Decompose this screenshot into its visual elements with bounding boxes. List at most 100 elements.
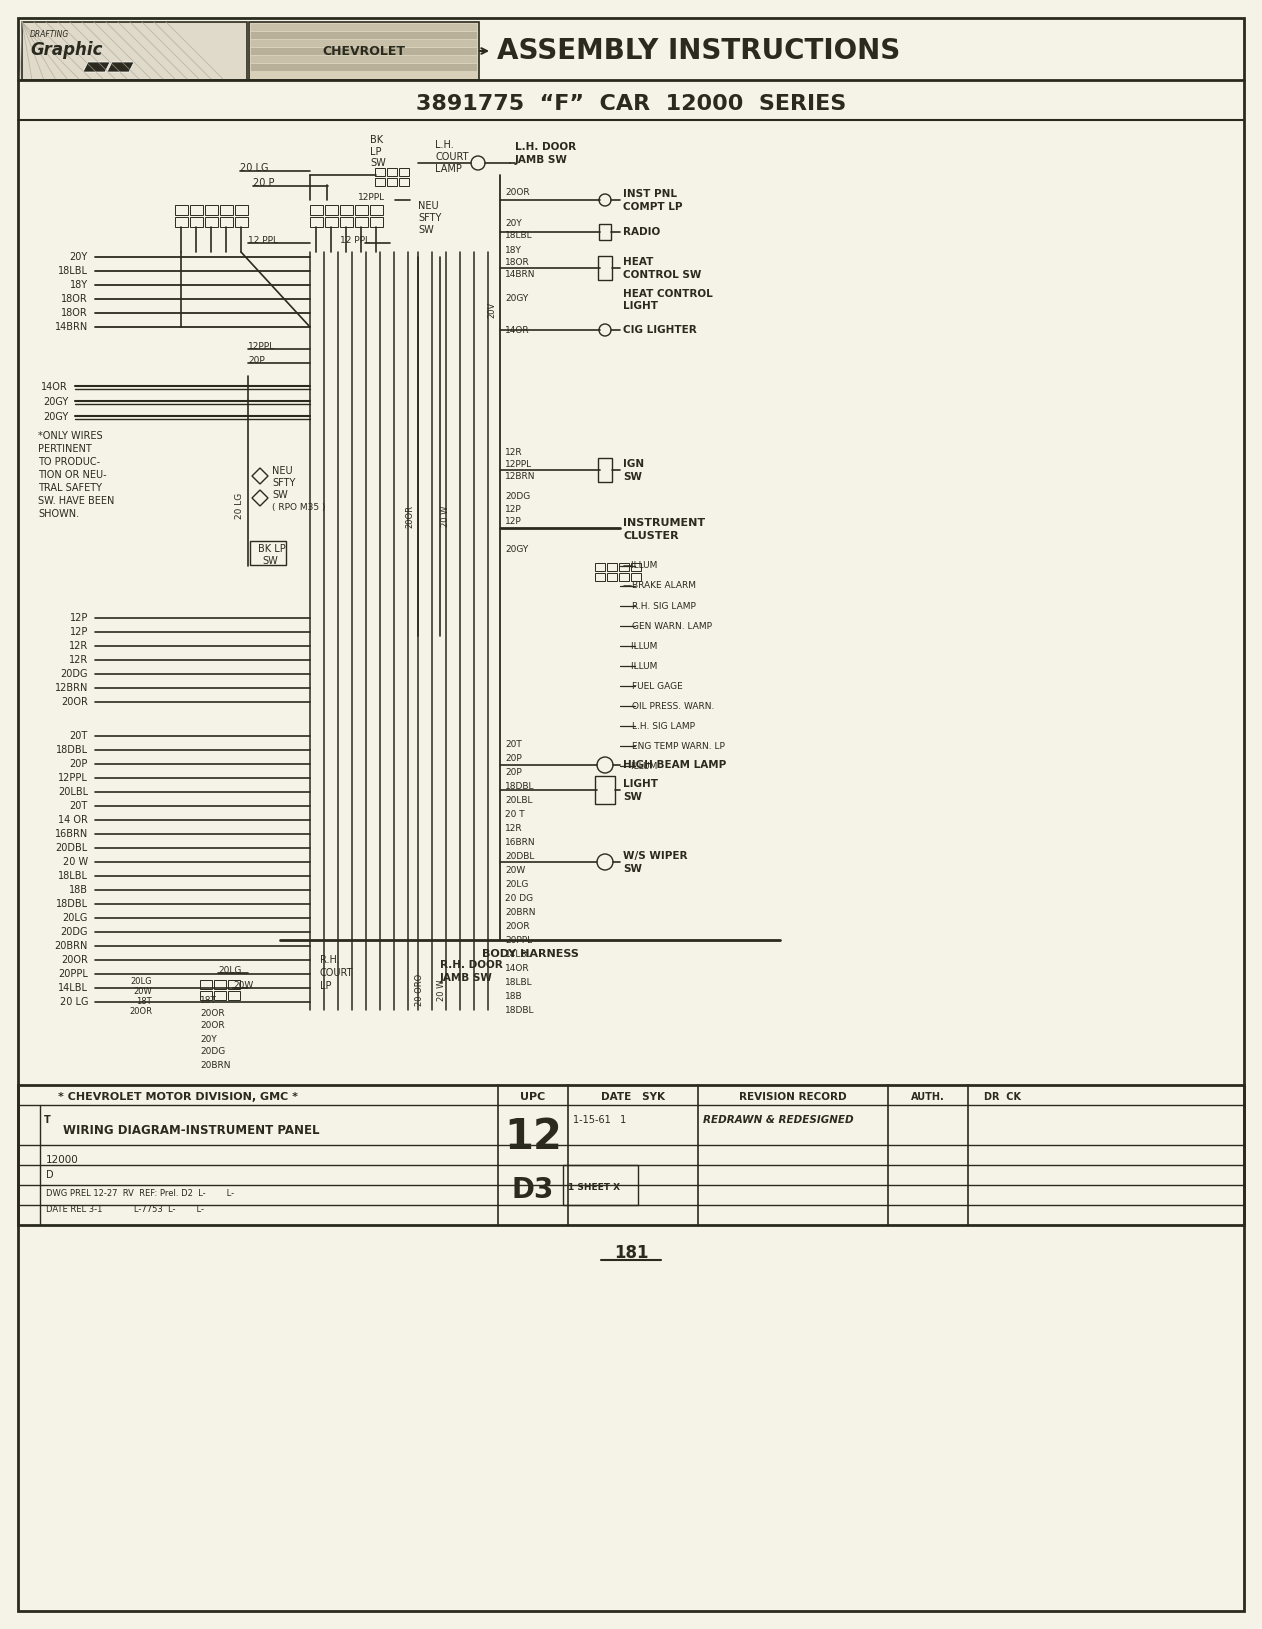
Text: 12BRN: 12BRN xyxy=(505,471,535,481)
Text: 20DG: 20DG xyxy=(61,670,88,679)
Text: 20GY: 20GY xyxy=(505,546,529,554)
Text: 12PPL: 12PPL xyxy=(505,459,533,469)
Text: 12000: 12000 xyxy=(45,1155,78,1165)
Text: JAMB SW: JAMB SW xyxy=(440,973,493,982)
Text: 20W: 20W xyxy=(505,865,525,875)
Text: 20OR: 20OR xyxy=(505,922,530,930)
Text: SFTY: SFTY xyxy=(273,477,295,489)
Text: 20Y: 20Y xyxy=(199,1034,217,1044)
Text: W/S WIPER: W/S WIPER xyxy=(623,850,688,862)
Text: HEAT CONTROL: HEAT CONTROL xyxy=(623,288,713,300)
Bar xyxy=(199,990,212,1000)
Bar xyxy=(251,41,477,47)
Text: SW: SW xyxy=(623,792,642,801)
Text: 20 T: 20 T xyxy=(505,810,525,818)
Bar xyxy=(215,981,226,989)
Text: 20 W: 20 W xyxy=(440,505,449,526)
Bar xyxy=(618,564,628,572)
Bar xyxy=(228,990,240,1000)
Text: NEU: NEU xyxy=(418,200,439,212)
Bar xyxy=(175,217,188,226)
Text: DATE   SYK: DATE SYK xyxy=(601,1091,665,1101)
Text: 12PPL: 12PPL xyxy=(249,342,275,350)
Text: WIRING DIAGRAM-INSTRUMENT PANEL: WIRING DIAGRAM-INSTRUMENT PANEL xyxy=(63,1124,319,1137)
Text: 20DG: 20DG xyxy=(199,1047,225,1057)
Text: 20OR: 20OR xyxy=(129,1007,151,1015)
Text: INST PNL: INST PNL xyxy=(623,189,676,199)
Text: SFTY: SFTY xyxy=(418,213,442,223)
Text: DR  CK: DR CK xyxy=(984,1091,1021,1101)
Text: 12 PPL: 12 PPL xyxy=(339,236,370,244)
Bar xyxy=(594,775,615,805)
Text: —ILLUM: —ILLUM xyxy=(623,562,659,570)
Text: AUTH.: AUTH. xyxy=(911,1091,945,1101)
Text: 18OR: 18OR xyxy=(62,308,88,318)
Text: BK: BK xyxy=(370,135,384,145)
Text: SW: SW xyxy=(262,555,278,565)
Text: D: D xyxy=(45,1170,53,1179)
Text: 20LG: 20LG xyxy=(218,966,241,974)
Text: R.H.: R.H. xyxy=(321,955,339,964)
Text: PERTINENT: PERTINENT xyxy=(38,445,92,454)
Text: 14BRN: 14BRN xyxy=(54,323,88,332)
Text: 20T: 20T xyxy=(505,740,521,748)
Text: 20LBL: 20LBL xyxy=(58,787,88,797)
Text: 20DG: 20DG xyxy=(505,492,530,500)
Text: TION OR NEU-: TION OR NEU- xyxy=(38,471,106,481)
Text: R.H. DOOR: R.H. DOOR xyxy=(440,959,502,969)
Text: LP: LP xyxy=(370,147,381,156)
Text: SW: SW xyxy=(623,472,642,482)
Text: DATE REL 3-1            L-7753  L-        L-: DATE REL 3-1 L-7753 L- L- xyxy=(45,1205,204,1215)
Text: DWG PREL 12-27  RV  REF: Prel. D2  L-        L-: DWG PREL 12-27 RV REF: Prel. D2 L- L- xyxy=(45,1189,235,1197)
Text: 12BRN: 12BRN xyxy=(54,683,88,692)
Text: Graphic: Graphic xyxy=(30,41,102,59)
Text: —ILLUM: —ILLUM xyxy=(623,661,659,671)
Bar xyxy=(220,217,233,226)
Text: 20PPL: 20PPL xyxy=(505,935,533,945)
Bar xyxy=(250,541,286,565)
Bar xyxy=(251,55,477,64)
Text: 20GY: 20GY xyxy=(43,412,68,422)
Text: SW: SW xyxy=(623,863,642,875)
Bar xyxy=(370,217,382,226)
Text: SHOWN.: SHOWN. xyxy=(38,508,80,520)
Text: 18OR: 18OR xyxy=(62,293,88,305)
Text: LIGHT: LIGHT xyxy=(623,301,658,311)
Text: —ENG TEMP WARN. LP: —ENG TEMP WARN. LP xyxy=(623,741,724,751)
Bar xyxy=(204,205,218,215)
Bar xyxy=(235,205,249,215)
Bar xyxy=(370,205,382,215)
Text: 12P: 12P xyxy=(69,613,88,622)
Text: 20 P: 20 P xyxy=(252,178,275,187)
Bar xyxy=(594,573,604,582)
Text: 20DG: 20DG xyxy=(61,927,88,937)
Text: 14OR: 14OR xyxy=(505,326,530,334)
Bar xyxy=(251,47,477,55)
Text: 20T: 20T xyxy=(69,801,88,811)
Bar xyxy=(18,1085,1244,1225)
Text: 18Y: 18Y xyxy=(505,246,522,254)
Text: 1-15-61   1: 1-15-61 1 xyxy=(573,1114,626,1126)
Bar xyxy=(21,23,247,80)
Text: 20 LG: 20 LG xyxy=(240,163,269,173)
Text: 181: 181 xyxy=(613,1245,649,1262)
Text: 20Y: 20Y xyxy=(69,252,88,262)
Text: 12 PPL: 12 PPL xyxy=(249,236,278,244)
Text: IGN: IGN xyxy=(623,459,644,469)
Text: 12R: 12R xyxy=(68,655,88,665)
Text: 20LBL: 20LBL xyxy=(505,795,533,805)
Text: 18LBL: 18LBL xyxy=(505,977,533,987)
Bar xyxy=(249,23,480,80)
Text: 20OR: 20OR xyxy=(199,1008,225,1018)
Text: CLUSTER: CLUSTER xyxy=(623,531,679,541)
Text: 18DBL: 18DBL xyxy=(56,744,88,754)
Text: NEU: NEU xyxy=(273,466,293,476)
Text: JAMB SW: JAMB SW xyxy=(515,155,568,165)
Text: —ILLUM: —ILLUM xyxy=(623,761,659,771)
Bar xyxy=(175,205,188,215)
Text: 12P: 12P xyxy=(505,518,521,526)
Text: 12P: 12P xyxy=(69,627,88,637)
Bar xyxy=(355,205,369,215)
Bar xyxy=(251,33,477,39)
Text: 18DBL: 18DBL xyxy=(56,899,88,909)
